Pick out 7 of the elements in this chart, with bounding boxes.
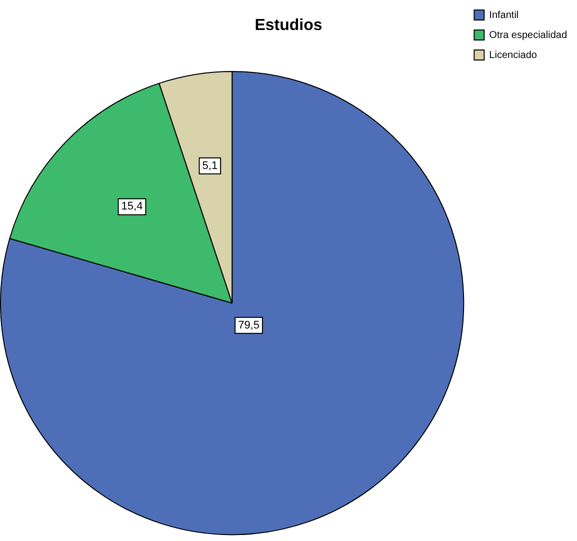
legend-label: Infantil [489,10,519,21]
legend-label: Licenciado [489,50,538,61]
legend-label: Otra especialidad [489,30,568,41]
data-label: 15,4 [121,200,143,213]
text: Estudios [254,17,322,34]
data-label: 79,5 [238,319,260,332]
data-label: 5,1 [202,160,218,172]
